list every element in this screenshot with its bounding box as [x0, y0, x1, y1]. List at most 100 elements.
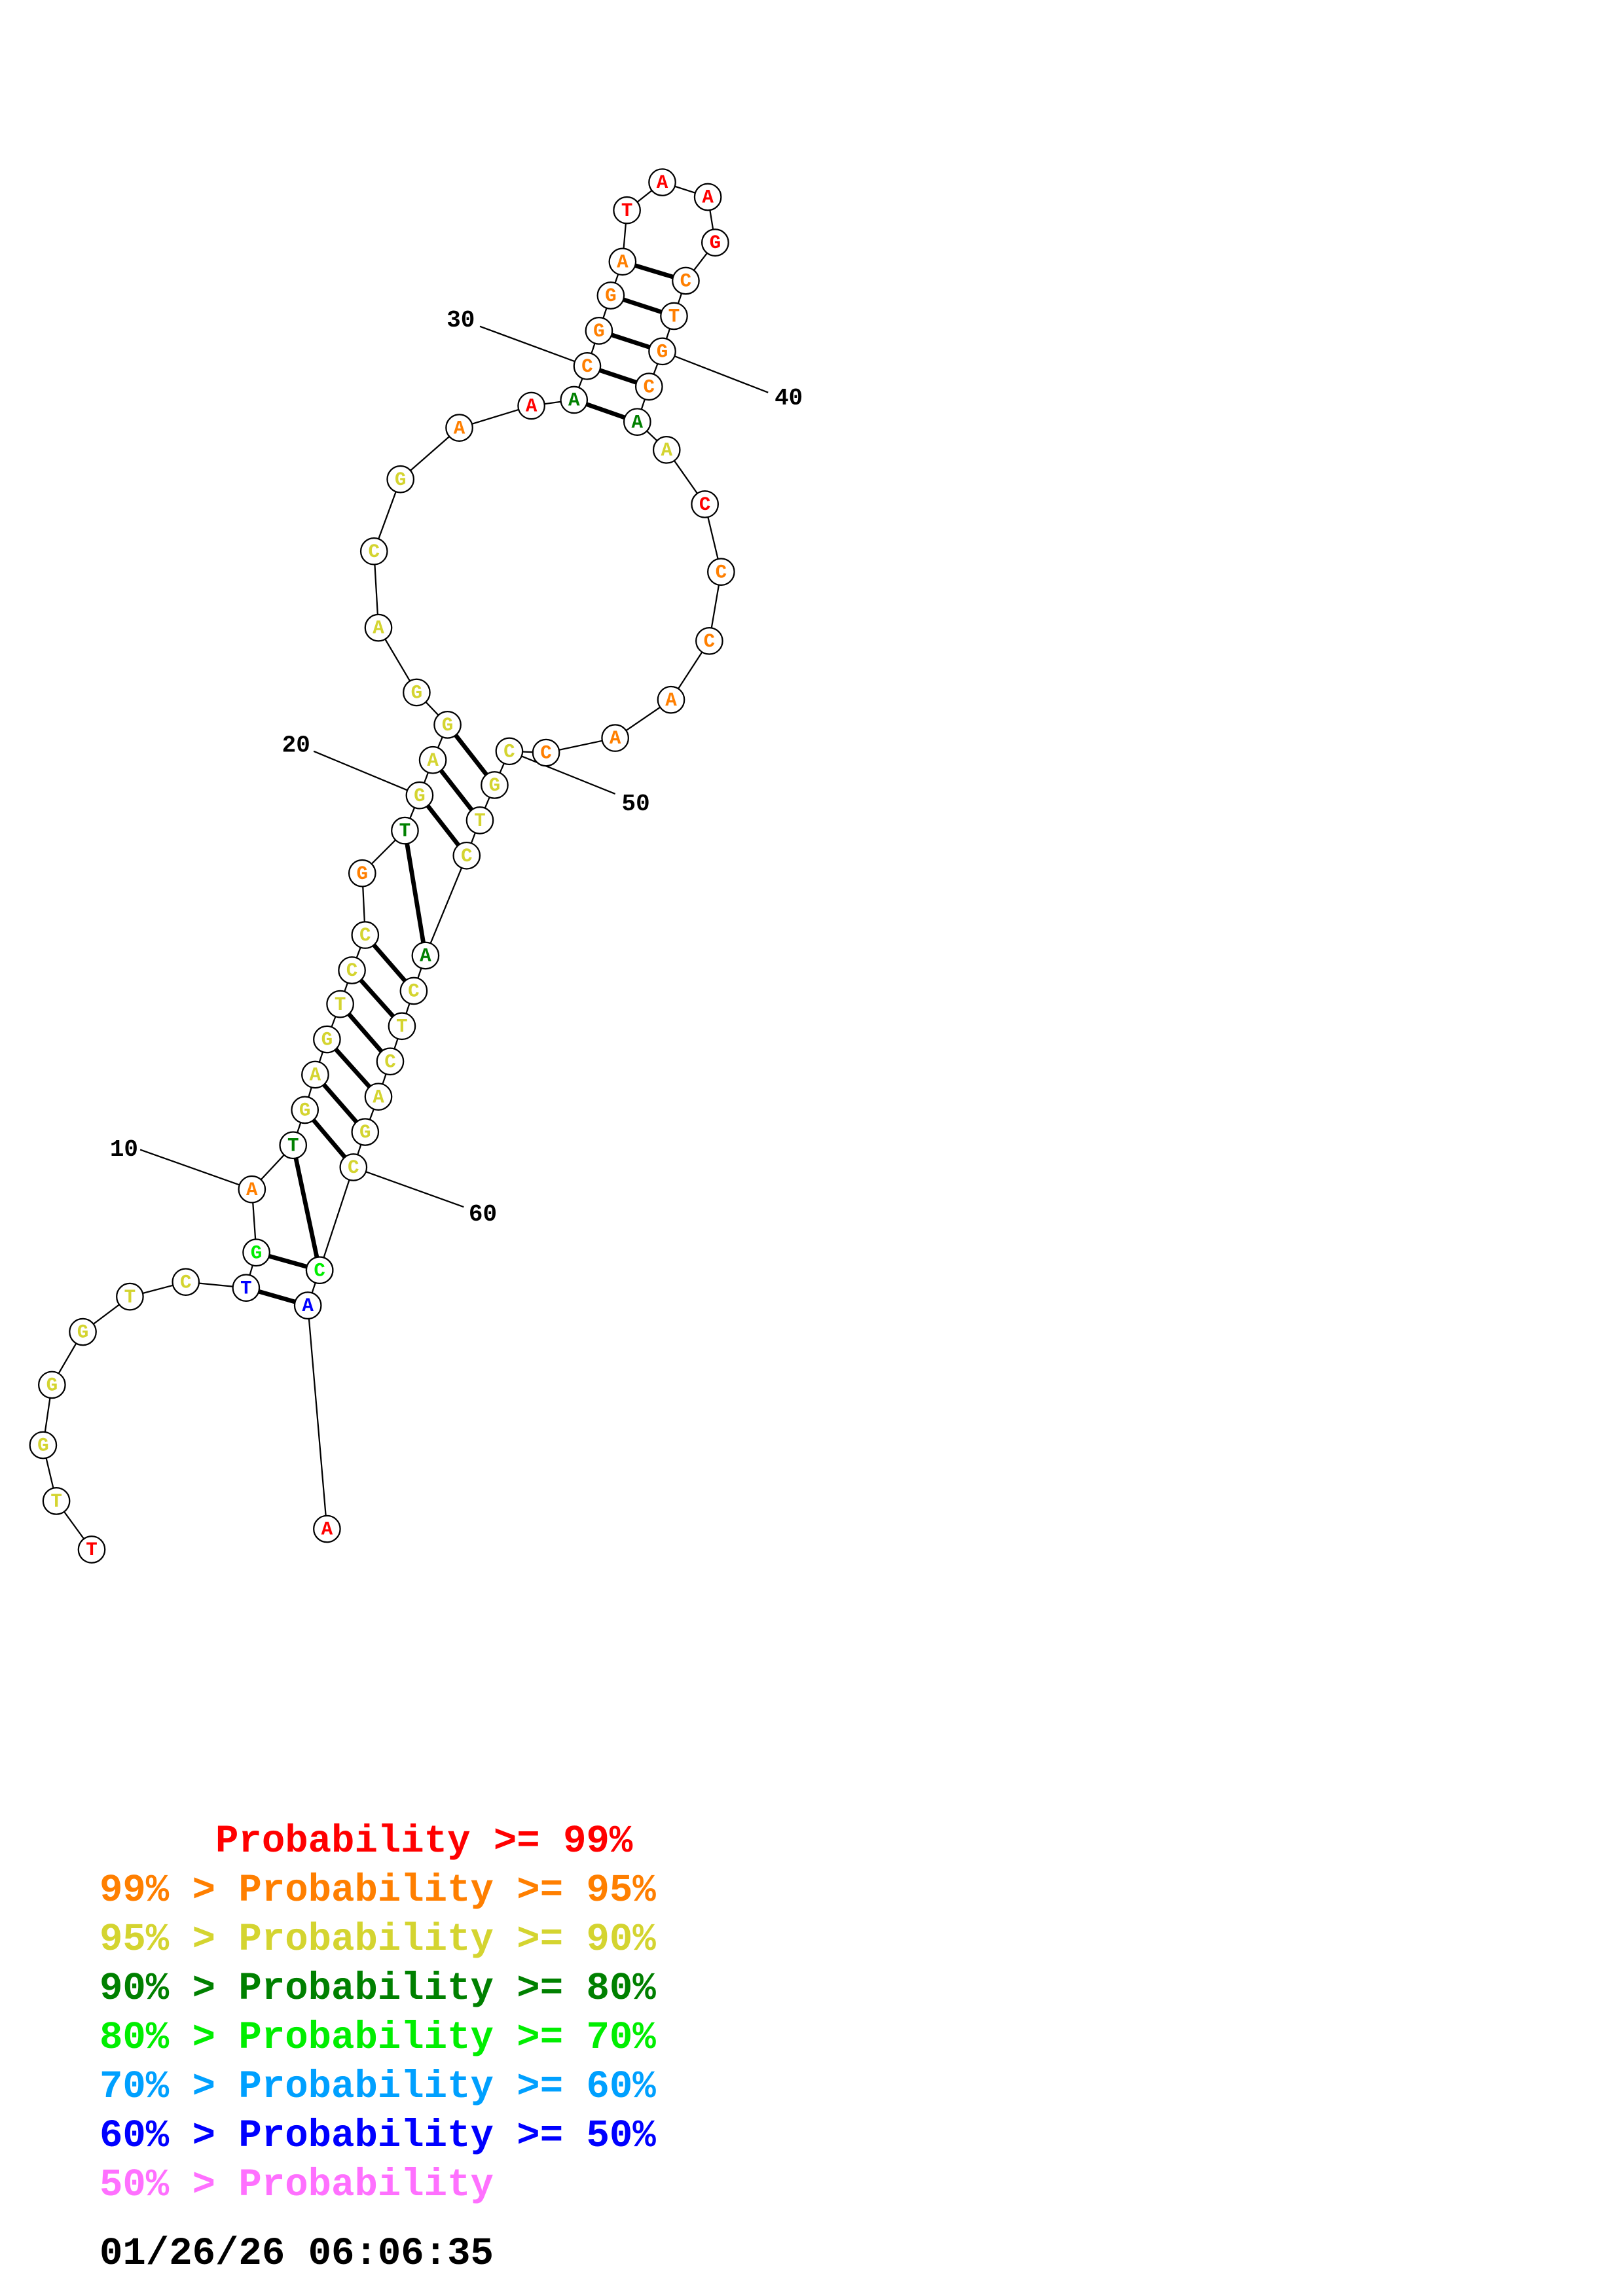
svg-text:C: C — [704, 631, 716, 653]
svg-text:T: T — [240, 1278, 252, 1299]
nucleotide: A — [313, 1515, 341, 1543]
nucleotide: A — [652, 435, 681, 464]
nucleotide: C — [495, 737, 524, 766]
nucleotide: C — [359, 537, 388, 565]
legend-line-5: 80% > Probability >= 70% — [100, 2016, 656, 2060]
nucleotide: T — [232, 1274, 261, 1302]
svg-text:G: G — [359, 1122, 371, 1143]
nucleotide: A — [693, 183, 722, 211]
nucleotide: C — [338, 956, 366, 984]
position-label: 50 — [622, 791, 650, 817]
svg-text:A: A — [610, 728, 621, 749]
nucleotide: C — [695, 626, 723, 655]
nucleotide: G — [69, 1318, 97, 1346]
svg-text:A: A — [617, 251, 629, 273]
nucleotide: A — [301, 1060, 329, 1089]
nucleotide: G — [242, 1238, 270, 1267]
nucleotide: T — [613, 196, 641, 224]
nucleotide: A — [293, 1291, 322, 1319]
svg-text:C: C — [540, 743, 552, 764]
svg-text:G: G — [395, 469, 407, 491]
nucleotide: G — [386, 465, 415, 493]
svg-text:C: C — [314, 1260, 325, 1282]
position-tick — [662, 350, 769, 393]
svg-text:C: C — [346, 960, 358, 982]
nucleotide: T — [326, 990, 354, 1018]
svg-text:A: A — [373, 618, 384, 639]
nucleotide: A — [411, 941, 440, 970]
position-label: 60 — [469, 1201, 497, 1228]
svg-text:A: A — [321, 1519, 333, 1541]
nucleotide: T — [388, 1012, 416, 1041]
nucleotide: T — [77, 1535, 106, 1564]
nucleotide: C — [351, 921, 380, 949]
svg-text:T: T — [668, 306, 680, 328]
svg-text:C: C — [461, 846, 473, 867]
svg-text:A: A — [246, 1179, 258, 1201]
position-tick — [139, 1149, 253, 1191]
nucleotide: C — [305, 1256, 334, 1285]
nucleotide: C — [691, 490, 719, 518]
svg-text:A: A — [310, 1065, 321, 1086]
nucleotide: G — [585, 317, 613, 345]
legend-line-6: 70% > Probability >= 60% — [100, 2065, 656, 2109]
nucleotide: A — [364, 1083, 393, 1111]
svg-text:A: A — [373, 1086, 384, 1108]
nucleotide: G — [481, 771, 509, 799]
svg-text:T: T — [399, 821, 411, 842]
nucleotide: T — [116, 1282, 144, 1311]
svg-text:T: T — [396, 1016, 408, 1037]
backbone-link — [307, 1305, 328, 1530]
svg-text:G: G — [442, 715, 454, 736]
nucleotide: T — [465, 806, 494, 834]
nucleotide: A — [560, 386, 589, 414]
backbone-link — [424, 855, 467, 956]
svg-text:G: G — [710, 232, 721, 254]
nucleotide: T — [42, 1487, 71, 1515]
position-tick — [479, 325, 588, 367]
svg-text:A: A — [661, 440, 672, 461]
svg-text:C: C — [680, 271, 692, 293]
svg-text:A: A — [568, 390, 580, 412]
svg-text:G: G — [251, 1242, 263, 1264]
nucleotide: A — [623, 408, 651, 436]
svg-text:C: C — [348, 1157, 359, 1179]
svg-text:A: A — [632, 412, 644, 433]
base-pair-bond — [291, 1145, 322, 1271]
svg-text:A: A — [665, 690, 677, 711]
svg-text:C: C — [359, 925, 371, 946]
svg-text:A: A — [420, 946, 431, 967]
svg-text:T: T — [474, 810, 486, 832]
position-tick — [313, 750, 420, 797]
nucleotide: G — [29, 1431, 58, 1460]
timestamp: 01/26/26 06:06:35 — [100, 2232, 494, 2276]
svg-text:G: G — [77, 1322, 89, 1344]
nucleotide: G — [405, 781, 434, 810]
svg-text:C: C — [384, 1051, 396, 1073]
svg-text:C: C — [581, 356, 593, 378]
svg-text:G: G — [657, 341, 668, 363]
svg-text:A: A — [427, 750, 439, 772]
nucleotide: A — [418, 745, 447, 774]
nucleotide: G — [291, 1096, 319, 1124]
legend-line-7: 60% > Probability >= 50% — [100, 2114, 656, 2158]
svg-text:G: G — [489, 775, 501, 797]
nucleotide: A — [608, 247, 637, 276]
nucleotide: C — [452, 841, 481, 870]
backbone-link — [319, 1167, 354, 1271]
nucleotide: A — [657, 685, 685, 714]
nucleotide: T — [391, 816, 419, 845]
nucleotide: G — [313, 1025, 341, 1054]
legend-line-8: 50% > Probability — [100, 2163, 494, 2207]
nucleotide: C — [399, 977, 428, 1005]
nucleotide: G — [403, 678, 431, 707]
svg-text:T: T — [621, 200, 633, 222]
svg-text:T: T — [124, 1287, 136, 1308]
base-pair-bond — [403, 830, 428, 956]
svg-text:T: T — [86, 1539, 98, 1561]
svg-text:A: A — [702, 187, 714, 209]
svg-text:A: A — [454, 418, 465, 439]
svg-text:G: G — [605, 285, 617, 307]
svg-text:C: C — [503, 741, 515, 762]
